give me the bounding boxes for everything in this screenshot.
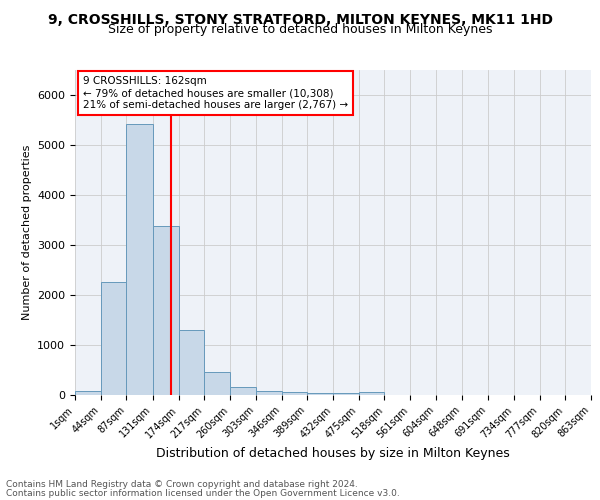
Bar — [281, 392, 307, 395]
Bar — [333, 393, 359, 395]
Bar — [359, 392, 385, 395]
Bar — [153, 226, 179, 395]
Bar — [307, 392, 333, 395]
X-axis label: Distribution of detached houses by size in Milton Keynes: Distribution of detached houses by size … — [156, 446, 510, 460]
Bar — [230, 387, 256, 395]
Bar — [179, 330, 204, 395]
Bar — [204, 372, 230, 395]
Bar — [101, 282, 127, 395]
Bar — [256, 391, 281, 395]
Text: Contains public sector information licensed under the Open Government Licence v3: Contains public sector information licen… — [6, 488, 400, 498]
Text: 9 CROSSHILLS: 162sqm
← 79% of detached houses are smaller (10,308)
21% of semi-d: 9 CROSSHILLS: 162sqm ← 79% of detached h… — [83, 76, 348, 110]
Y-axis label: Number of detached properties: Number of detached properties — [22, 145, 32, 320]
Text: Size of property relative to detached houses in Milton Keynes: Size of property relative to detached ho… — [108, 22, 492, 36]
Text: 9, CROSSHILLS, STONY STRATFORD, MILTON KEYNES, MK11 1HD: 9, CROSSHILLS, STONY STRATFORD, MILTON K… — [47, 12, 553, 26]
Text: Contains HM Land Registry data © Crown copyright and database right 2024.: Contains HM Land Registry data © Crown c… — [6, 480, 358, 489]
Bar — [127, 124, 153, 395]
Bar — [75, 391, 101, 395]
